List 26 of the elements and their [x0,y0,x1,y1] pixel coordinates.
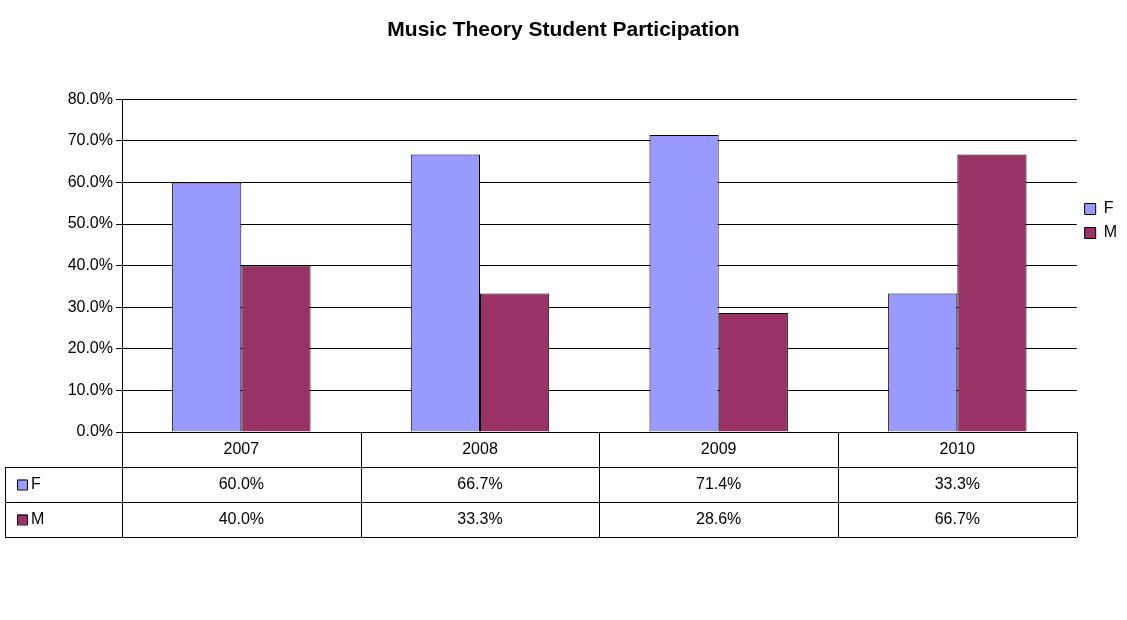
y-tick-label: 40.0% [67,256,113,274]
legend-label: M [1103,223,1117,241]
x-tick-label: 2010 [939,439,976,457]
text: M [31,509,45,527]
data-label: 40.0% [218,509,265,527]
y-tick-label: 50.0% [67,214,113,232]
y-tick-label: 70.0% [67,131,113,149]
y-tick-label: 20.0% [67,339,113,357]
legend-label: F [31,474,41,492]
y-tick-label: 0.0% [76,422,113,440]
data-label: 60.0% [218,474,265,492]
data-label: 66.7% [457,474,503,492]
text: F [1103,199,1114,217]
x-tick-label: 2009 [700,439,737,457]
y-tick-label: 30.0% [67,297,113,315]
x-tick-label: 2007 [223,439,260,457]
y-tick-label: 80.0% [67,89,113,107]
data-label: 33.3% [457,509,503,527]
y-tick-label: 10.0% [67,380,113,398]
data-label: 28.6% [695,509,742,527]
data-label: 71.4% [695,474,742,492]
data-label: 66.7% [934,509,981,527]
chart-title: Music Theory Student Participation [387,17,740,41]
data-label: 33.3% [934,474,981,492]
x-tick-label: 2008 [462,439,498,457]
y-tick-label: 60.0% [67,172,113,190]
